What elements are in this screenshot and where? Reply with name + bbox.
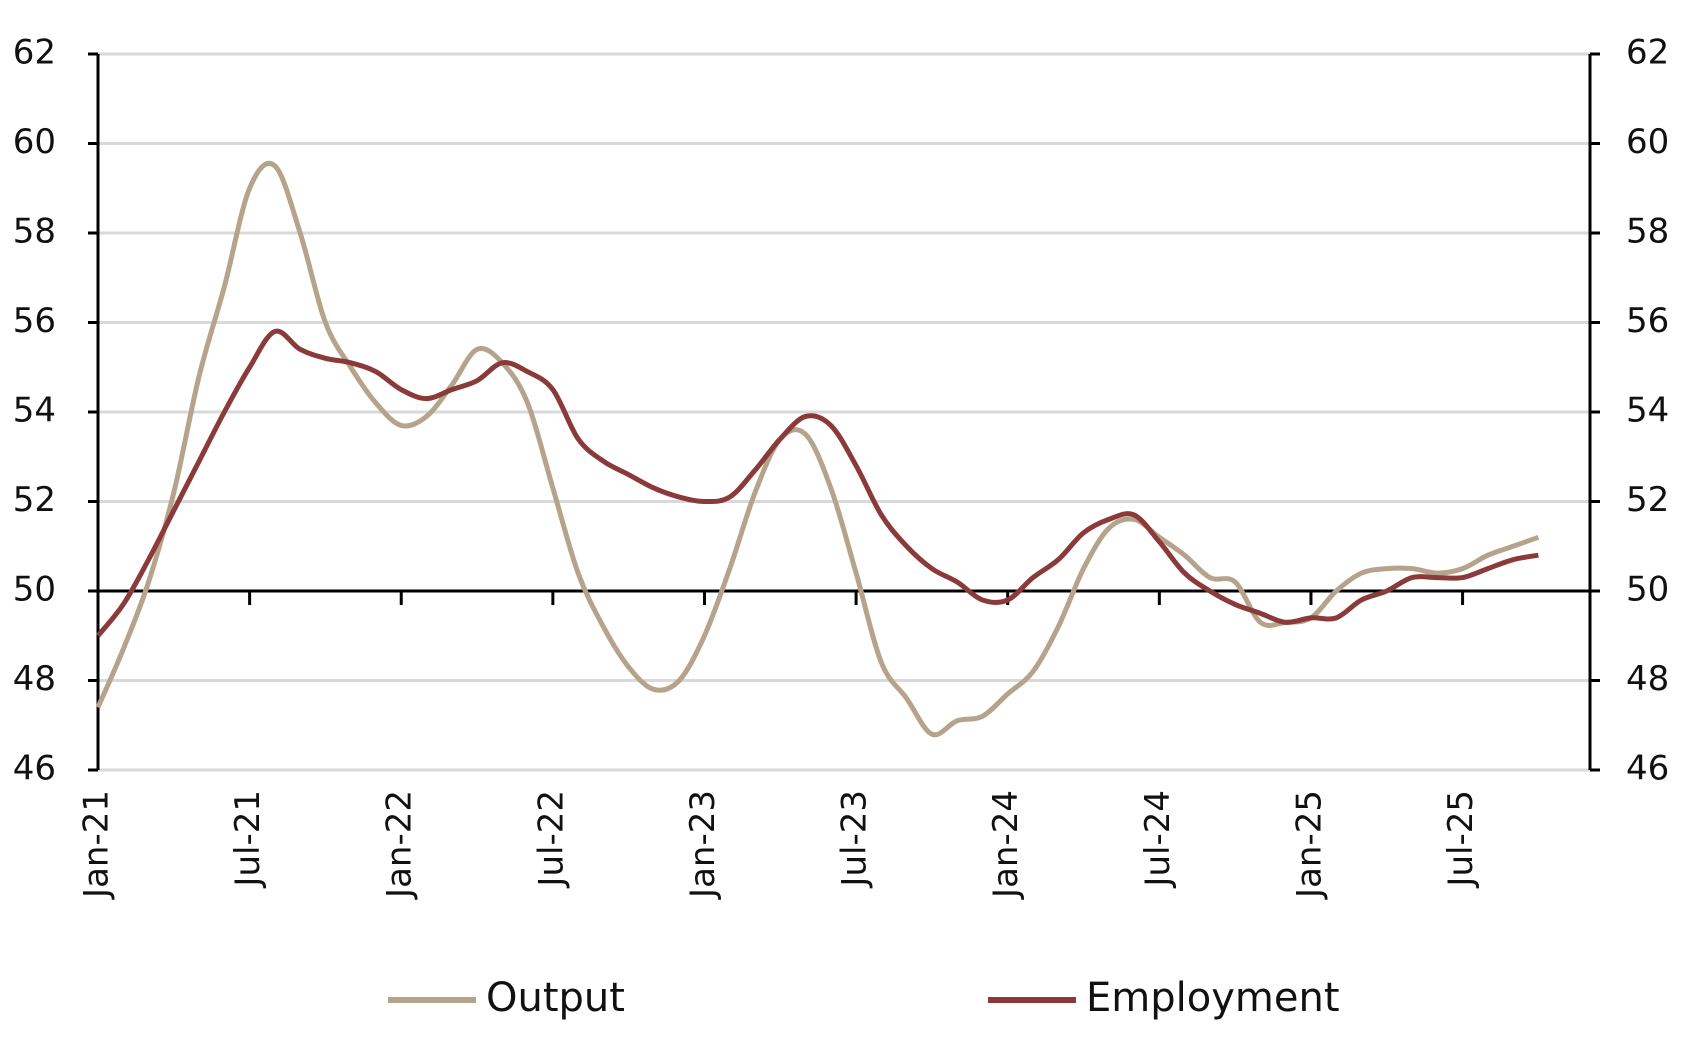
- x-tick-label: Jan-25: [1289, 790, 1329, 900]
- y2-tick-label: 60: [1626, 122, 1669, 162]
- y-tick-label: 50: [13, 570, 56, 610]
- y-tick-label: 48: [13, 659, 56, 699]
- x-tick-label: Jul-21: [228, 790, 268, 889]
- y2-tick-label: 58: [1626, 212, 1669, 252]
- y-tick-label: 62: [13, 33, 56, 73]
- x-tick-label: Jan-23: [683, 790, 723, 900]
- y2-tick-label: 46: [1626, 749, 1669, 789]
- y-tick-label: 52: [13, 480, 56, 520]
- y-tick-label: 54: [13, 391, 56, 431]
- y-tick-label: 58: [13, 212, 56, 252]
- x-tick-label: Jul-25: [1441, 790, 1481, 889]
- y2-tick-label: 54: [1626, 391, 1669, 431]
- y2-tick-label: 48: [1626, 659, 1669, 699]
- legend-label: Output: [486, 975, 625, 1021]
- y-tick-label: 46: [13, 749, 56, 789]
- y2-tick-label: 52: [1626, 480, 1669, 520]
- series-line: [96, 328, 1539, 638]
- y-tick-label: 60: [13, 122, 56, 162]
- series-line: [95, 160, 1540, 738]
- x-tick-label: Jul-23: [835, 790, 875, 889]
- y2-tick-label: 50: [1626, 570, 1669, 610]
- y2-tick-label: 56: [1626, 301, 1669, 341]
- x-tick-label: Jan-22: [380, 790, 420, 900]
- x-tick-label: Jul-24: [1138, 790, 1178, 889]
- x-tick-label: Jul-22: [531, 790, 571, 889]
- legend-label: Employment: [1086, 975, 1340, 1021]
- y2-tick-label: 62: [1626, 33, 1669, 73]
- x-tick-label: Jan-21: [77, 790, 117, 900]
- x-tick-label: Jan-24: [986, 790, 1026, 900]
- y-tick-label: 56: [13, 301, 56, 341]
